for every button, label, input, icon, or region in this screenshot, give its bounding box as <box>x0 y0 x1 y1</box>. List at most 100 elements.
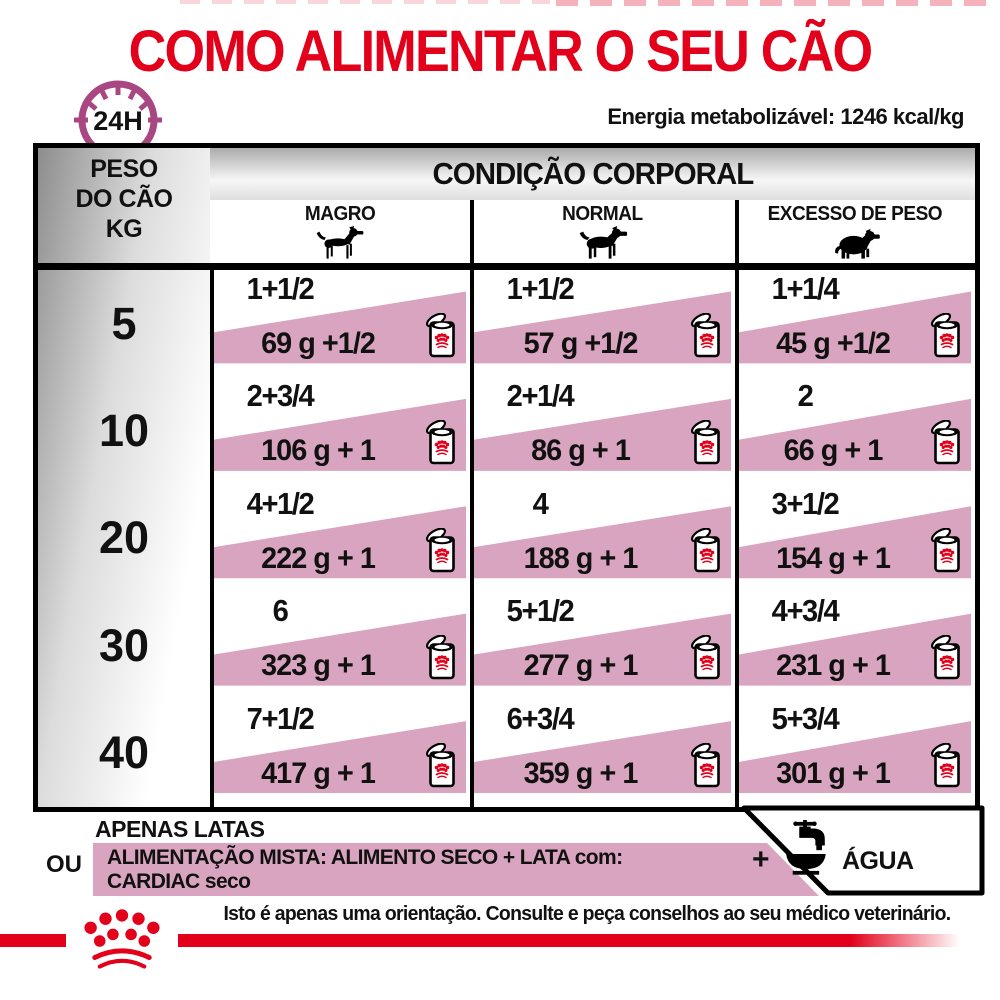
cups-value: 5+3/4 <box>771 700 840 736</box>
cups-value: 4 <box>532 485 549 521</box>
portion-cell: 1+1/4 45 g +1/2 <box>739 270 971 377</box>
grams-value: 45 g +1/2 <box>776 327 891 361</box>
wet-food-can-icon <box>691 420 720 465</box>
cropped-text-artifact <box>180 0 550 4</box>
grams-value: 222 g + 1 <box>261 541 376 575</box>
portion-cell: 2+1/4 86 g + 1 <box>474 377 731 484</box>
mixed-feeding-line1: ALIMENTAÇÃO MISTA: ALIMENTO SECO + LATA … <box>107 846 623 869</box>
grams-value: 359 g + 1 <box>523 756 639 790</box>
grams-value: 66 g + 1 <box>783 434 884 468</box>
cups-value: 1+1/2 <box>506 271 575 306</box>
grams-value: 188 g + 1 <box>523 541 639 575</box>
portion-cell: 1+1/2 69 g +1/2 <box>214 270 466 377</box>
wet-food-can-icon <box>426 635 455 680</box>
weight-value: 5 <box>111 297 137 349</box>
weight-value: 40 <box>98 727 150 779</box>
weight-column-background <box>38 148 210 807</box>
column-divider <box>735 200 739 807</box>
weight-header-line: PESO <box>90 155 158 183</box>
thin-dog-icon <box>316 226 364 259</box>
cups-value: 1+1/4 <box>771 271 840 306</box>
cropped-text-artifact <box>556 0 996 6</box>
mixed-feeding-band: ALIMENTAÇÃO MISTA: ALIMENTO SECO + LATA … <box>93 843 819 896</box>
water-tap-icon <box>786 820 826 875</box>
column-divider <box>210 263 214 807</box>
weight-header-line: DO CÃO <box>75 185 174 213</box>
portion-cell: 6+3/4 359 g + 1 <box>474 700 731 807</box>
cans-only-label: APENAS LATAS <box>95 816 265 842</box>
header-divider <box>38 263 975 270</box>
royal-canin-crown-logo <box>84 909 160 969</box>
cups-value: 7+1/2 <box>246 700 315 736</box>
column-header-thin: MAGRO <box>210 200 470 263</box>
portion-cell: 4+3/4 231 g + 1 <box>739 592 971 699</box>
table-rows: 5 1+1/2 69 g +1/2 1+1/2 57 g +1/2 <box>38 270 975 807</box>
grams-value: 57 g +1/2 <box>523 327 639 361</box>
overweight-dog-icon <box>835 228 880 259</box>
portion-cell: 4 188 g + 1 <box>474 485 731 592</box>
disclaimer-text: Isto é apenas uma orientação. Consulte e… <box>223 903 951 925</box>
portion-cell: 1+1/2 57 g +1/2 <box>474 270 731 377</box>
portion-cell: 6 323 g + 1 <box>214 592 466 699</box>
cups-value: 6 <box>272 593 289 629</box>
weight-value: 10 <box>98 405 150 457</box>
weight-column-header: PESO DO CÃO KG <box>38 154 210 244</box>
body-condition-header: CONDIÇÃO CORPORAL <box>432 156 754 191</box>
cups-value: 4+1/2 <box>246 485 315 521</box>
grams-value: 154 g + 1 <box>776 541 891 575</box>
wet-food-can-icon <box>691 527 720 573</box>
metabolizable-energy-label: Energia metabolizável: 1246 kcal/kg <box>607 104 964 129</box>
table-row: 40 7+1/2 417 g + 1 6+3/4 359 g + 1 <box>38 700 975 807</box>
grams-value: 231 g + 1 <box>776 649 891 683</box>
weight-header-line: KG <box>105 215 143 243</box>
grams-value: 86 g + 1 <box>531 434 631 468</box>
body-condition-header-band: CONDIÇÃO CORPORAL <box>210 148 975 200</box>
column-label: EXCESSO DE PESO <box>767 203 943 225</box>
grams-value: 323 g + 1 <box>261 649 376 683</box>
portion-cell: 2+3/4 106 g + 1 <box>214 377 466 484</box>
water-label: ÁGUA <box>842 847 914 875</box>
grams-value: 277 g + 1 <box>523 649 639 683</box>
table-row: 5 1+1/2 69 g +1/2 1+1/2 57 g +1/2 <box>38 270 975 377</box>
portion-cell: 2 66 g + 1 <box>739 377 971 484</box>
wet-food-can-icon <box>931 742 960 787</box>
wet-food-can-icon <box>931 420 960 465</box>
wet-food-can-icon <box>691 312 720 358</box>
grams-value: 106 g + 1 <box>261 434 376 468</box>
portion-cell: 5+1/2 277 g + 1 <box>474 592 731 699</box>
portion-cell: 5+3/4 301 g + 1 <box>739 700 971 807</box>
brand-stripe <box>0 934 1000 947</box>
column-header-overweight: EXCESSO DE PESO <box>735 200 975 263</box>
or-label: OU <box>46 851 82 878</box>
cups-value: 2 <box>797 378 814 414</box>
plus-sign: + <box>752 843 770 876</box>
wet-food-can-icon <box>931 312 960 358</box>
cups-value: 5+1/2 <box>506 593 575 629</box>
wet-food-can-icon <box>691 635 720 680</box>
cups-value: 6+3/4 <box>506 700 575 736</box>
cups-value: 1+1/2 <box>246 271 315 306</box>
cups-value: 4+3/4 <box>771 593 840 629</box>
wet-food-can-icon <box>931 635 960 680</box>
wet-food-can-icon <box>426 742 455 787</box>
grams-value: 417 g + 1 <box>261 756 376 790</box>
cups-value: 2+1/4 <box>506 378 575 414</box>
wet-food-can-icon <box>931 527 960 573</box>
table-row: 30 6 323 g + 1 5+1/2 277 g + 1 <box>38 592 975 699</box>
column-label: MAGRO <box>304 203 376 225</box>
normal-dog-icon <box>579 226 627 259</box>
table-row: 20 4+1/2 222 g + 1 4 188 g + 1 <box>38 485 975 592</box>
cups-value: 2+3/4 <box>246 378 315 414</box>
weight-value: 30 <box>98 619 150 671</box>
portion-cell: 7+1/2 417 g + 1 <box>214 700 466 807</box>
portion-cell: 4+1/2 222 g + 1 <box>214 485 466 592</box>
table-row: 10 2+3/4 106 g + 1 2+1/4 86 g + 1 <box>38 377 975 484</box>
page-title: COMO ALIMENTAR O SEU CÃO <box>128 19 873 84</box>
grams-value: 301 g + 1 <box>776 756 891 790</box>
column-label: NORMAL <box>562 203 643 225</box>
wet-food-can-icon <box>426 420 455 465</box>
portion-cell: 3+1/2 154 g + 1 <box>739 485 971 592</box>
mixed-feeding-line2: CARDIAC seco <box>107 870 251 893</box>
svg-text:24H: 24H <box>93 106 143 136</box>
grams-value: 69 g +1/2 <box>261 327 376 361</box>
